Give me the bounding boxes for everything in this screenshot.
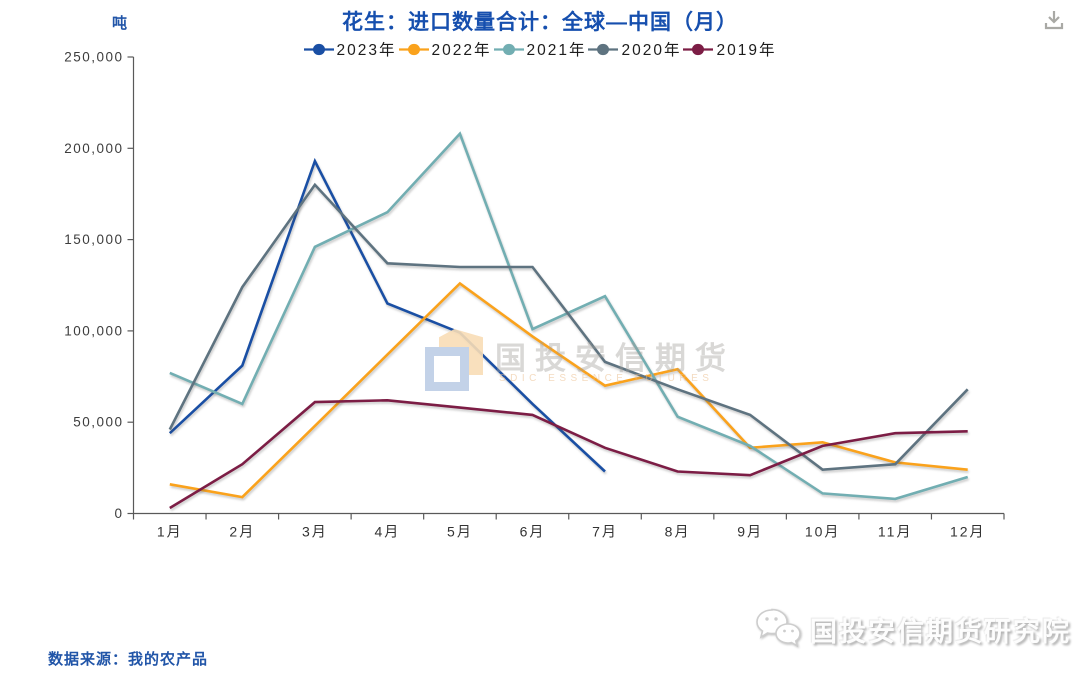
legend-label: 2021年 [526,42,587,59]
corner-watermark-text: 国投安信期货研究院 [810,616,1071,647]
data-source-label: 数据来源：我的农产品 [48,651,209,668]
legend-marker-icon [588,43,619,55]
legend-label: 2022年 [431,42,492,59]
download-icon[interactable] [1042,8,1066,32]
legend-marker-icon [683,43,714,55]
legend-label: 2020年 [621,42,682,59]
wechat-icon [756,608,801,648]
series-line-2023 [168,157,606,473]
legend-item-2022: 2022年 [398,38,492,60]
y-tick-label: 100,000 [64,323,123,338]
y-tick-label: 0 [114,506,123,521]
y-tick-label: 50,000 [73,415,123,430]
chart-title: 花生：进口数量合计：全球—中国（月） [342,11,738,34]
x-tick-label: 12月 [950,524,986,540]
series-line-2020 [168,182,969,472]
series-line-2019 [169,398,968,510]
x-tick-label: 4月 [374,524,400,540]
x-tick-label: 9月 [737,524,763,540]
x-tick-label: 3月 [302,524,328,540]
y-axis-unit-label: 吨 [112,15,129,32]
corner-watermark: 国投安信期货研究院 [752,606,1071,652]
x-tick-label: 8月 [665,524,691,540]
legend-item-2020: 2020年 [588,38,681,60]
x-tick-label: 5月 [447,524,473,540]
x-tick-label: 6月 [520,524,546,540]
y-tick-label: 150,000 [64,232,123,247]
x-tick-label: 11月 [878,524,913,540]
y-tick-label: 200,000 [64,141,123,156]
legend-item-2021: 2021年 [493,38,587,60]
series-line-2022 [169,281,968,499]
chart-legend: 2023年 2022年 2021年 2020年 2019年 [0,38,1080,60]
legend-marker-icon [398,43,429,55]
y-tick-label: 250,000 [64,50,123,65]
x-tick-label: 7月 [592,524,618,540]
legend-item-2023: 2023年 [303,38,397,60]
line-chart: 0 50,000 100,000 150,000 200,000 250,000 1月 2月 3… [64,50,1005,540]
legend-label: 2023年 [336,42,397,59]
x-tick-label: 1月 [157,524,183,540]
x-tick-label: 2月 [229,524,255,540]
legend-marker-icon [303,43,334,55]
legend-label: 2019年 [716,42,777,59]
x-tick-label: 10月 [805,524,841,540]
legend-item-2019: 2019年 [683,38,776,60]
legend-marker-icon [493,43,524,55]
